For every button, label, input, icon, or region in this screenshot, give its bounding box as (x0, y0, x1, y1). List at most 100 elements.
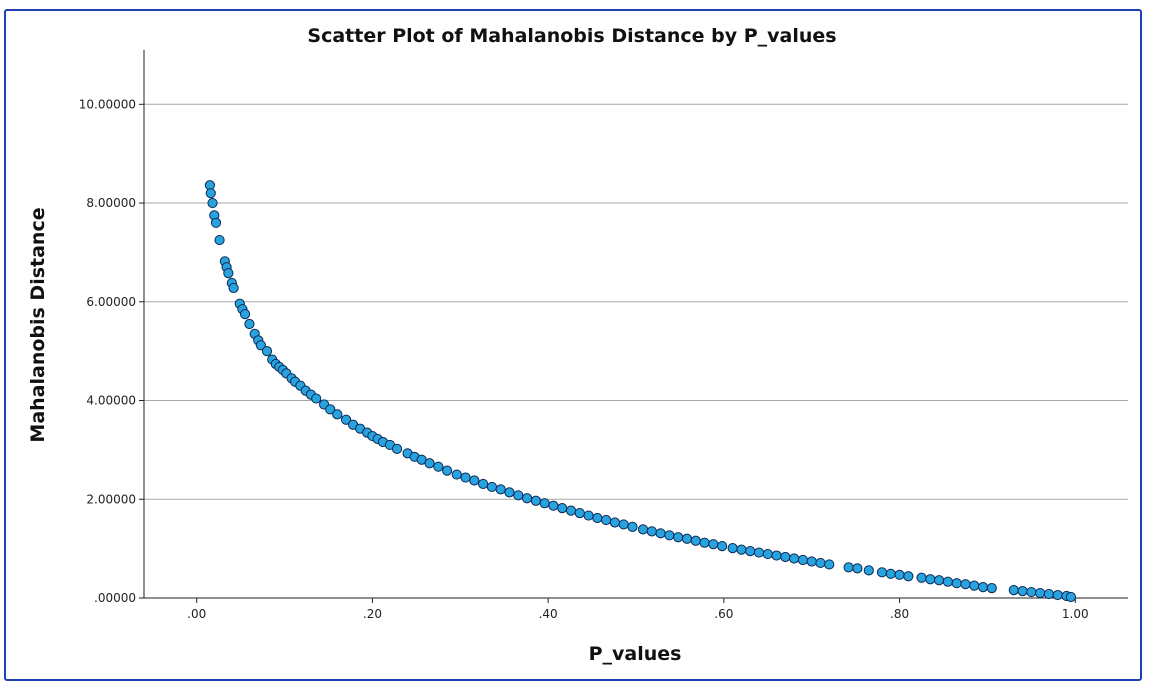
axes (139, 50, 1128, 603)
data-point (916, 572, 927, 583)
data-point (451, 469, 462, 480)
data-point (311, 393, 322, 404)
data-point (548, 500, 559, 511)
data-point (903, 571, 914, 582)
data-point (210, 217, 222, 228)
y-axis-title: Mahalanobis Distance (27, 207, 49, 442)
data-point (592, 512, 603, 524)
data-point (745, 545, 756, 557)
data-point (815, 557, 826, 569)
data-point (960, 579, 971, 590)
data-point (513, 490, 524, 501)
data-point (977, 582, 989, 593)
y-tick-label: 10.00000 (79, 97, 136, 111)
data-point (690, 535, 701, 546)
data-point (969, 580, 980, 591)
y-tick-label: 4.00000 (86, 394, 136, 408)
data-point (618, 519, 629, 530)
data-point (1052, 589, 1063, 601)
data-point (469, 475, 480, 486)
y-tick-label: 6.00000 (86, 295, 136, 309)
x-tick-label: 1.00 (1062, 607, 1089, 621)
y-tick-label: .00000 (94, 591, 136, 605)
data-point (673, 532, 684, 543)
data-point (574, 507, 585, 519)
data-point (391, 443, 403, 455)
data-point (557, 503, 568, 514)
data-point (1035, 587, 1046, 599)
data-point (843, 562, 854, 573)
data-point (442, 465, 453, 476)
data-point (876, 567, 888, 578)
data-point (797, 554, 809, 566)
chart-title: Scatter Plot of Mahalanobis Distance by … (307, 25, 836, 47)
data-point (1065, 591, 1076, 603)
data-point (637, 524, 649, 535)
data-point (951, 578, 962, 589)
x-tick-label: .40 (539, 607, 558, 621)
data-point (255, 340, 266, 351)
data-point (539, 498, 550, 509)
data-point (925, 574, 936, 585)
y-tick-label: 8.00000 (86, 196, 136, 210)
data-point (753, 547, 765, 558)
x-tick-label: .20 (363, 607, 382, 621)
data-point (863, 565, 874, 576)
data-point (433, 461, 444, 472)
data-point (495, 484, 506, 495)
data-point (261, 346, 273, 357)
data-point (894, 569, 905, 580)
data-point (521, 493, 533, 504)
data-point (708, 539, 719, 550)
data-point (824, 559, 835, 570)
data-point (681, 533, 693, 544)
data-point (460, 472, 471, 483)
data-point (727, 543, 738, 554)
data-point (325, 404, 336, 415)
y-tick-label: 2.00000 (86, 492, 136, 506)
data-point (504, 487, 515, 498)
x-tick-label: .60 (714, 607, 733, 621)
data-point (789, 553, 800, 564)
data-point (736, 544, 747, 555)
data-point (1017, 585, 1028, 597)
data-point (934, 575, 945, 586)
data-point (646, 526, 657, 537)
data-point (244, 318, 255, 330)
data-point (771, 550, 782, 561)
data-point (601, 514, 612, 526)
data-point (340, 414, 352, 425)
chart-frame (4, 9, 1142, 681)
data-point (332, 409, 343, 420)
data-point (530, 495, 541, 506)
data-point (885, 568, 896, 579)
data-point (1026, 586, 1037, 598)
data-point (780, 551, 791, 563)
data-point (762, 548, 773, 560)
data-point (699, 537, 710, 548)
data-point (207, 197, 218, 209)
x-axis-title: P_values (589, 643, 682, 665)
data-point (1008, 585, 1019, 596)
gridlines (144, 103, 1128, 500)
data-point (609, 517, 621, 528)
data-point (1043, 588, 1055, 600)
data-point (852, 563, 863, 574)
data-point (478, 478, 489, 490)
data-point (942, 576, 953, 587)
data-point (664, 530, 675, 541)
data-point (228, 282, 239, 294)
data-point (214, 234, 225, 246)
data-point (424, 458, 435, 469)
data-point (223, 268, 234, 279)
x-tick-label: .00 (187, 607, 206, 621)
data-points (204, 180, 1076, 603)
data-point (717, 541, 728, 552)
data-point (627, 521, 638, 533)
tick-labels: .00000 2.00000 4.00000 6.00000 8.00000 10.000… (79, 97, 1089, 621)
data-point (565, 505, 577, 516)
data-point (806, 556, 817, 567)
x-tick-label: .80 (890, 607, 909, 621)
data-point (486, 481, 498, 493)
